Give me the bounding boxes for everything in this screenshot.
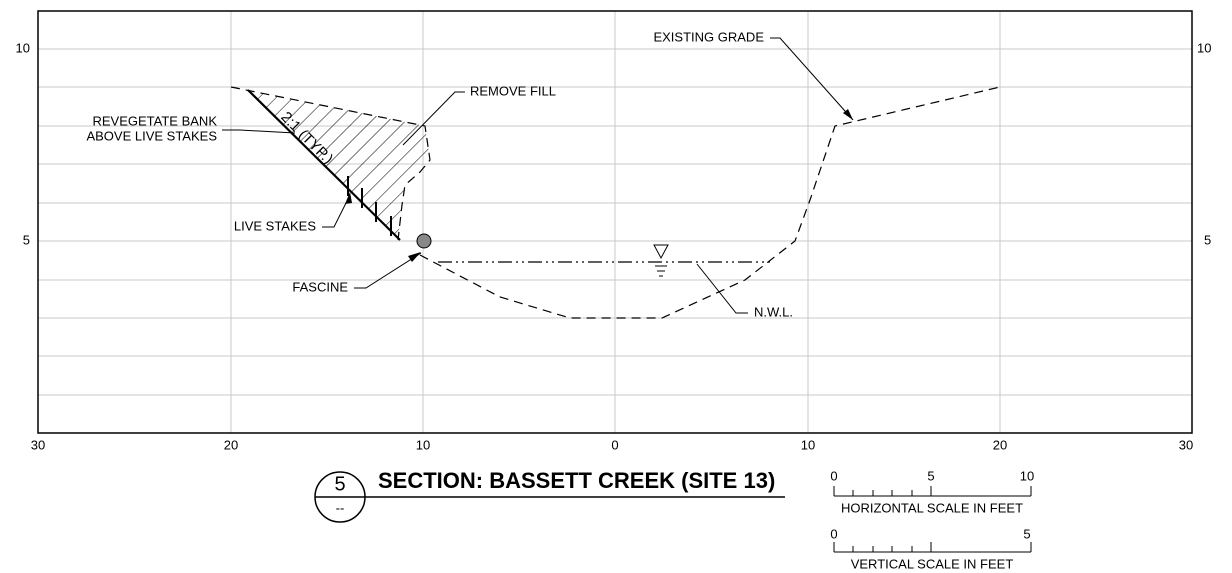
leader [354,252,422,289]
x-label: 20 [224,437,238,452]
leader [696,263,748,314]
leader [222,129,296,134]
y-label: 5 [23,232,30,247]
x-label: 20 [993,437,1007,452]
y-label: 5 [1204,232,1211,247]
title: SECTION: BASSETT CREEK (SITE 13) [378,468,775,493]
annotation: N.W.L. [754,304,793,319]
live-stakes [347,176,392,236]
x-label: 10 [416,437,430,452]
scale-label: 5 [1023,526,1030,541]
x-label: 30 [31,437,45,452]
scale-caption: HORIZONTAL SCALE IN FEET [841,500,1023,515]
leader [402,91,465,146]
title-number: 5 [334,473,345,495]
y-label: 10 [16,40,30,55]
water-symbol [653,244,669,277]
horizontal-scale-bar [833,486,1032,497]
annotation: REMOVE FILL [470,83,556,98]
existing-grade [419,86,1001,319]
arrowhead [345,192,352,204]
annotation: FASCINE [292,279,348,294]
title-sheet: -- [336,500,345,515]
arrowhead [408,252,421,262]
bank-slope [247,89,401,241]
x-label: 10 [801,437,815,452]
scale-label: 0 [830,468,837,483]
y-label: 10 [1197,40,1211,55]
arrowhead [843,109,853,120]
vertical-scale-bar [833,542,1032,553]
leader [770,37,854,121]
annotation: LIVE STAKES [234,218,316,233]
annotation: EXISTING GRADE [653,29,764,44]
scale-caption: VERTICAL SCALE IN FEET [851,556,1014,571]
fascine [416,233,432,249]
remove-fill-hatch [248,90,430,240]
grid [38,11,1192,433]
annotation: REVEGETATE BANK [93,113,218,128]
frame [37,10,1193,434]
scale-label: 5 [927,468,934,483]
x-label: 30 [1179,437,1193,452]
x-label: 0 [611,437,618,452]
fill-outline [230,86,431,241]
scale-label: 0 [830,526,837,541]
annotation: ABOVE LIVE STAKES [86,128,217,143]
leader [322,194,351,228]
scale-label: 10 [1020,468,1034,483]
